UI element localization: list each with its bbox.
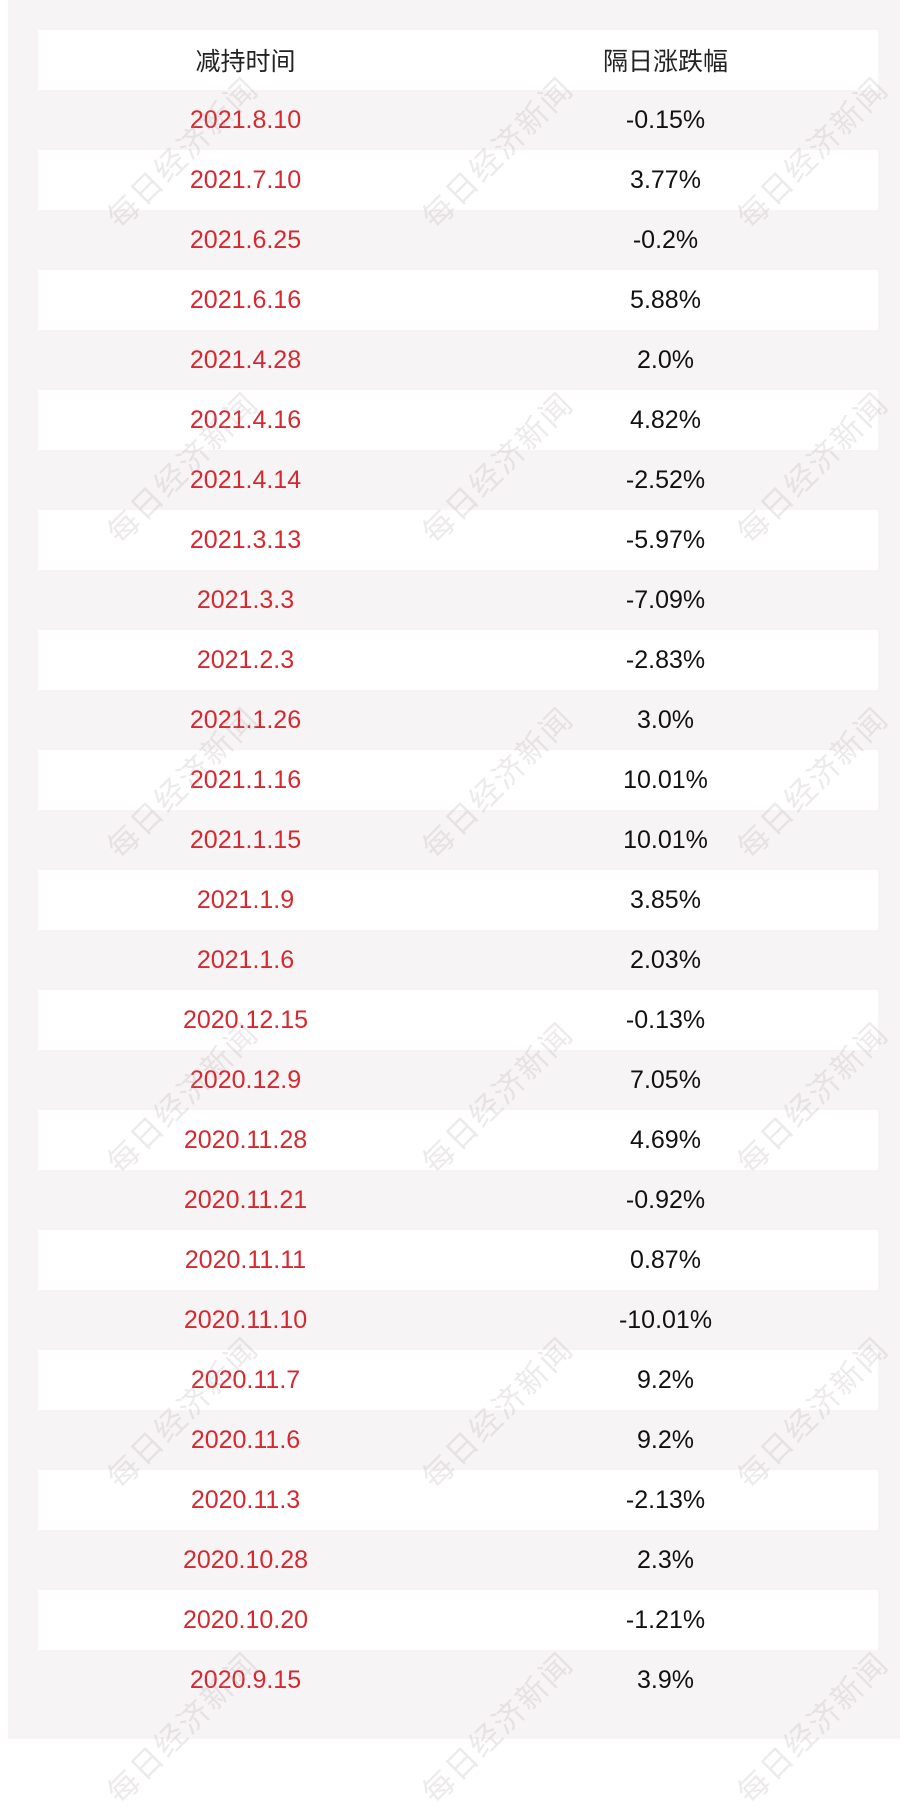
table-row: 2020.11.3 -2.13% bbox=[38, 1470, 878, 1530]
table-row: 2021.1.9 3.85% bbox=[38, 870, 878, 930]
date-cell: 2020.11.11 bbox=[184, 1245, 307, 1274]
table-row: 2020.11.7 9.2% bbox=[38, 1350, 878, 1410]
change-cell: -0.13% bbox=[625, 1005, 706, 1034]
date-cell: 2020.12.15 bbox=[182, 1005, 309, 1034]
date-cell: 2020.11.28 bbox=[183, 1125, 308, 1154]
change-cell: -0.2% bbox=[632, 225, 699, 254]
date-cell: 2021.6.25 bbox=[189, 225, 302, 254]
table-row: 2020.11.11 0.87% bbox=[38, 1230, 878, 1290]
change-cell: 9.2% bbox=[637, 1365, 694, 1394]
change-cell: -2.83% bbox=[625, 645, 706, 674]
table-row: 2021.6.16 5.88% bbox=[38, 270, 878, 330]
change-cell: 3.9% bbox=[637, 1665, 694, 1694]
date-cell: 2021.6.16 bbox=[189, 285, 302, 314]
change-cell: -0.92% bbox=[625, 1185, 706, 1214]
change-cell: -1.21% bbox=[625, 1605, 706, 1634]
table-row: 2021.6.25 -0.2% bbox=[38, 210, 878, 270]
table-row: 2021.4.16 4.82% bbox=[38, 390, 878, 450]
date-cell: 2020.11.21 bbox=[183, 1185, 308, 1214]
date-cell: 2020.9.15 bbox=[189, 1665, 302, 1694]
change-cell: 2.03% bbox=[630, 945, 701, 974]
table-row: 2020.11.21 -0.92% bbox=[38, 1170, 878, 1230]
table-row: 2020.9.15 3.9% bbox=[38, 1650, 878, 1710]
date-cell: 2021.8.10 bbox=[189, 105, 302, 134]
table-row: 2020.11.28 4.69% bbox=[38, 1110, 878, 1170]
date-cell: 2021.3.13 bbox=[189, 525, 302, 554]
change-cell: 5.88% bbox=[630, 285, 701, 314]
table-row: 2021.1.16 10.01% bbox=[38, 750, 878, 810]
change-cell: 4.82% bbox=[630, 405, 701, 434]
change-cell: 10.01% bbox=[623, 825, 708, 854]
date-cell: 2021.1.6 bbox=[196, 945, 295, 974]
date-cell: 2020.10.20 bbox=[182, 1605, 309, 1634]
table-row: 2021.4.14 -2.52% bbox=[38, 450, 878, 510]
change-cell: 4.69% bbox=[630, 1125, 701, 1154]
change-cell: 10.01% bbox=[623, 765, 708, 794]
date-cell: 2020.11.10 bbox=[183, 1305, 308, 1334]
date-cell: 2021.1.9 bbox=[196, 885, 295, 914]
reduction-table: 减持时间 隔日涨跌幅 2021.8.10 -0.15% 2021.7.10 3.77%… bbox=[38, 30, 878, 1710]
change-cell: 3.0% bbox=[637, 705, 694, 734]
date-cell: 2021.4.14 bbox=[189, 465, 302, 494]
table-row: 2021.1.26 3.0% bbox=[38, 690, 878, 750]
table-row: 2021.8.10 -0.15% bbox=[38, 90, 878, 150]
table-row: 2020.10.28 2.3% bbox=[38, 1530, 878, 1590]
date-cell: 2021.7.10 bbox=[189, 165, 302, 194]
date-cell: 2021.3.3 bbox=[196, 585, 295, 614]
date-cell: 2020.12.9 bbox=[189, 1065, 302, 1094]
table-body: 2021.8.10 -0.15% 2021.7.10 3.77% 2021.6.25 -0… bbox=[38, 90, 878, 1710]
change-cell: -0.15% bbox=[625, 105, 706, 134]
date-cell: 2021.1.15 bbox=[189, 825, 302, 854]
table-row: 2020.10.20 -1.21% bbox=[38, 1590, 878, 1650]
table-row: 2021.7.10 3.77% bbox=[38, 150, 878, 210]
table-row: 2021.2.3 -2.83% bbox=[38, 630, 878, 690]
change-cell: 0.87% bbox=[630, 1245, 701, 1274]
change-cell: 2.3% bbox=[637, 1545, 694, 1574]
table-row: 2021.3.13 -5.97% bbox=[38, 510, 878, 570]
change-cell: -7.09% bbox=[625, 585, 706, 614]
change-cell: -2.13% bbox=[625, 1485, 706, 1514]
date-cell: 2021.1.26 bbox=[189, 705, 302, 734]
table-row: 2021.4.28 2.0% bbox=[38, 330, 878, 390]
table-row: 2021.3.3 -7.09% bbox=[38, 570, 878, 630]
date-cell: 2020.11.6 bbox=[190, 1425, 301, 1454]
date-cell: 2021.2.3 bbox=[196, 645, 295, 674]
date-cell: 2021.4.16 bbox=[189, 405, 302, 434]
change-cell: 2.0% bbox=[637, 345, 694, 374]
change-cell: 3.85% bbox=[630, 885, 701, 914]
table-row: 2021.1.6 2.03% bbox=[38, 930, 878, 990]
table-row: 2020.12.9 7.05% bbox=[38, 1050, 878, 1110]
table-row: 2020.11.10 -10.01% bbox=[38, 1290, 878, 1350]
table-row: 2020.12.15 -0.13% bbox=[38, 990, 878, 1050]
header-date: 减持时间 bbox=[195, 48, 296, 76]
date-cell: 2021.1.16 bbox=[189, 765, 302, 794]
date-cell: 2020.11.3 bbox=[190, 1485, 301, 1514]
change-cell: -5.97% bbox=[625, 525, 706, 554]
table-panel: 减持时间 隔日涨跌幅 2021.8.10 -0.15% 2021.7.10 3.77%… bbox=[8, 0, 900, 1739]
header-change: 隔日涨跌幅 bbox=[602, 48, 728, 76]
change-cell: 9.2% bbox=[637, 1425, 694, 1454]
date-cell: 2020.11.7 bbox=[190, 1365, 301, 1394]
change-cell: -10.01% bbox=[618, 1305, 713, 1334]
change-cell: 3.77% bbox=[630, 165, 701, 194]
change-cell: -2.52% bbox=[625, 465, 706, 494]
table-row: 2020.11.6 9.2% bbox=[38, 1410, 878, 1470]
table-row: 2021.1.15 10.01% bbox=[38, 810, 878, 870]
date-cell: 2021.4.28 bbox=[189, 345, 302, 374]
change-cell: 7.05% bbox=[630, 1065, 701, 1094]
table-header: 减持时间 隔日涨跌幅 bbox=[38, 30, 878, 90]
date-cell: 2020.10.28 bbox=[182, 1545, 309, 1574]
